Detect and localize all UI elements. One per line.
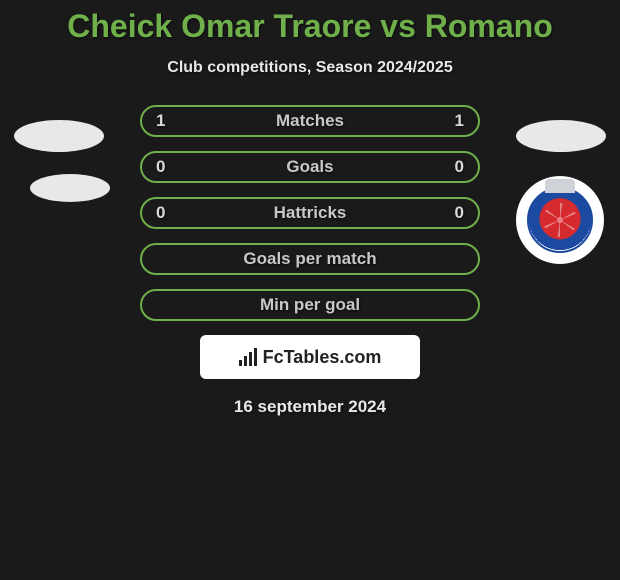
stat-right-value: 0 [455,157,464,177]
stat-label: Matches [276,111,344,131]
stat-label: Min per goal [260,295,360,315]
stat-label: Goals per match [243,249,376,269]
stat-left-value: 0 [156,157,165,177]
stat-right-value: 1 [455,111,464,131]
stat-left-value: 1 [156,111,165,131]
stat-row-goals-per-match: Goals per match [140,243,480,275]
stat-label: Goals [286,157,333,177]
stat-label: Hattricks [274,203,347,223]
stat-left-value: 0 [156,203,165,223]
branding-text: FcTables.com [263,347,382,368]
stat-row-hattricks: 0 Hattricks 0 [140,197,480,229]
subtitle: Club competitions, Season 2024/2025 [0,59,620,77]
page-title: Cheick Omar Traore vs Romano [0,0,620,45]
stat-right-value: 0 [455,203,464,223]
stat-row-min-per-goal: Min per goal [140,289,480,321]
branding-box[interactable]: FcTables.com [200,335,420,379]
stat-row-goals: 0 Goals 0 [140,151,480,183]
stats-container: 1 Matches 1 0 Goals 0 0 Hattricks 0 Goal… [0,105,620,321]
branding-label: FcTables.com [239,347,382,368]
stat-row-matches: 1 Matches 1 [140,105,480,137]
bars-icon [239,348,257,366]
date-line: 16 september 2024 [0,397,620,417]
